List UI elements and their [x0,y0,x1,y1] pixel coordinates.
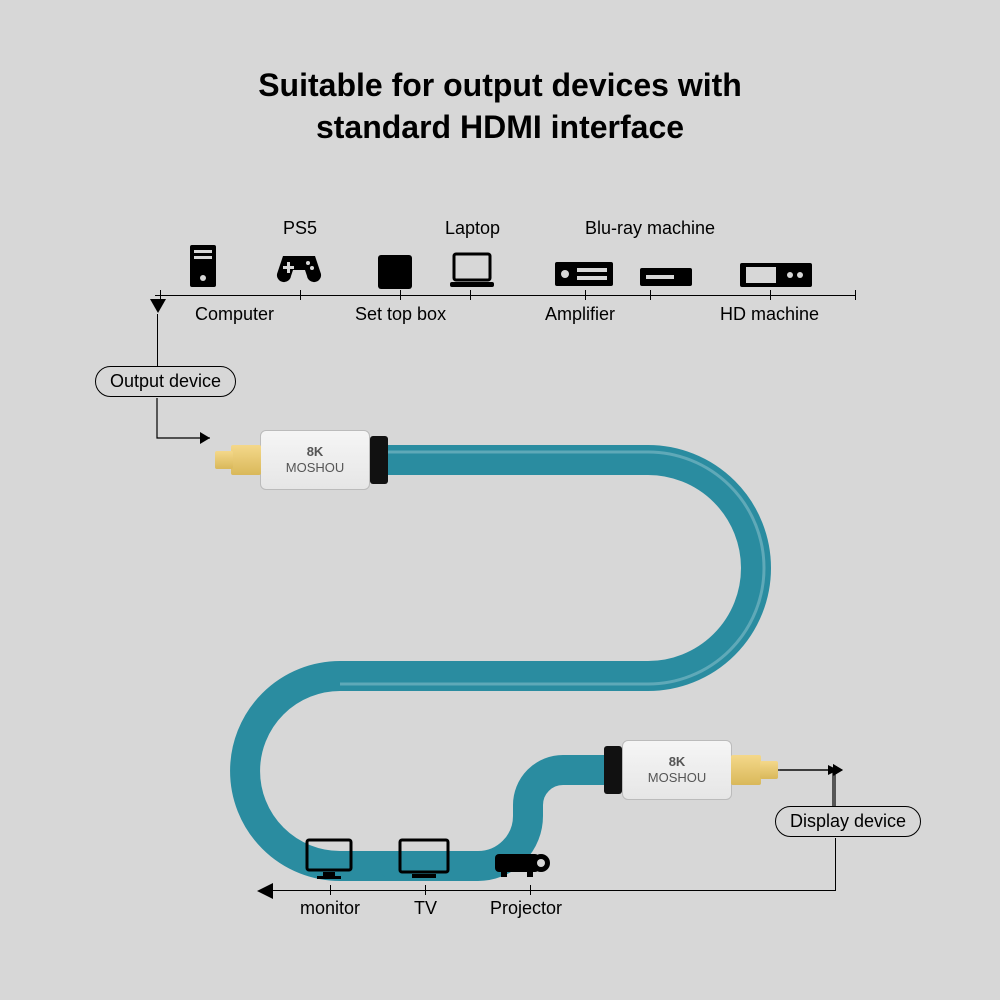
tick [425,885,426,895]
hdmi-plugtip-bottom [760,761,778,779]
connector-bottom-8k: 8K [669,754,686,770]
monitor-icon [305,838,353,880]
label-projector: Projector [490,898,562,919]
connect-line2 [835,838,836,890]
display-badge-text: Display device [790,811,906,831]
label-monitor: monitor [300,898,360,919]
strain-relief-bottom [604,746,622,794]
projector-icon [495,848,551,878]
hdmi-connector-bottom: 8K MOSHOU [622,740,732,800]
tv-icon [398,838,450,880]
bottom-timeline [270,890,836,891]
tick [530,885,531,895]
label-tv: TV [414,898,437,919]
tick [330,885,331,895]
hdmi-plug-bottom [731,755,761,785]
display-badge: Display device [775,806,921,837]
connector-bottom-brand: MOSHOU [648,770,707,786]
arrow-left-icon [255,881,275,901]
